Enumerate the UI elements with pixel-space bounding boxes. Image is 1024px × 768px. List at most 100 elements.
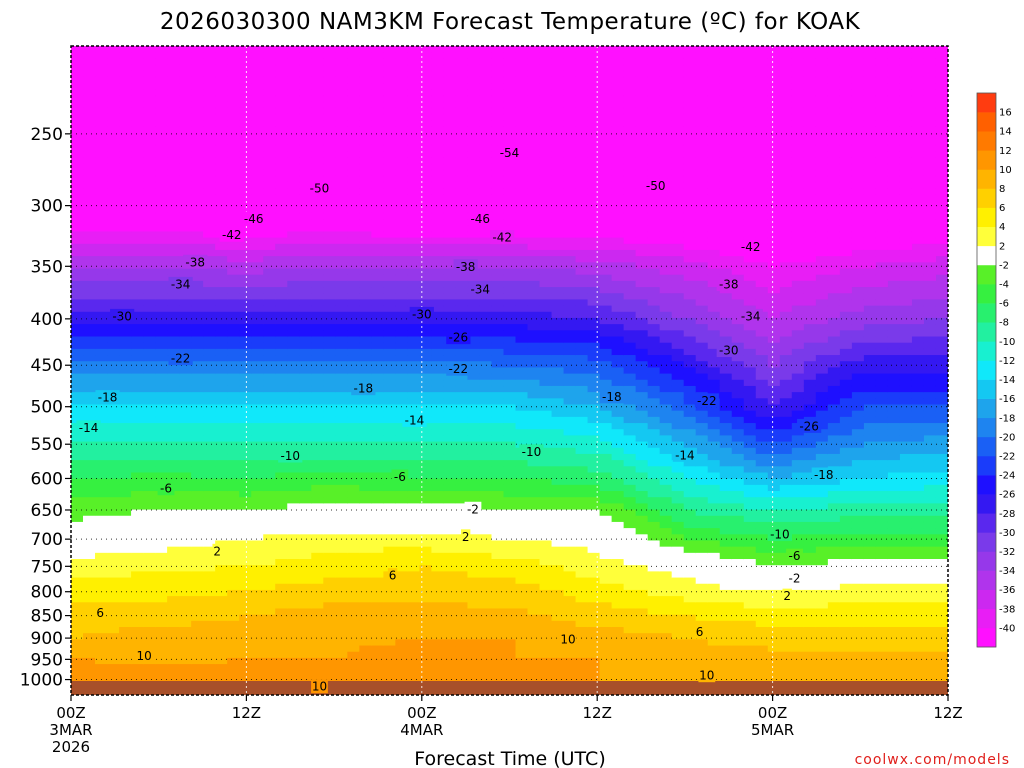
temperature-cell	[335, 268, 348, 276]
temperature-cell	[203, 639, 216, 647]
temperature-cell	[503, 398, 517, 406]
temperature-cell	[599, 200, 613, 208]
temperature-cell	[383, 188, 396, 195]
temperature-cell	[311, 107, 324, 115]
temperature-cell	[563, 404, 577, 412]
temperature-cell	[623, 447, 637, 455]
temperature-cell	[479, 528, 493, 535]
temperature-cell	[383, 447, 396, 455]
temperature-cell	[455, 181, 469, 189]
temperature-cell	[383, 157, 396, 165]
temperature-cell	[395, 83, 408, 90]
temperature-cell	[287, 83, 300, 90]
temperature-cell	[371, 212, 384, 220]
temperature-cell	[443, 46, 457, 53]
temperature-cell	[275, 540, 288, 548]
temperature-cell	[227, 299, 240, 307]
temperature-cell	[107, 509, 120, 517]
temperature-cell	[227, 472, 240, 480]
temperature-cell	[143, 416, 156, 424]
temperature-cell	[575, 608, 589, 616]
temperature-cell	[311, 132, 324, 140]
temperature-cell	[263, 324, 276, 331]
temperature-cell	[107, 633, 120, 640]
temperature-cell	[443, 614, 457, 622]
temperature-cell	[287, 113, 300, 121]
temperature-cell	[107, 559, 120, 566]
temperature-cell	[575, 398, 589, 406]
temperature-cell	[407, 342, 420, 350]
temperature-cell	[371, 342, 384, 350]
temperature-cell	[167, 311, 180, 319]
temperature-cell	[203, 212, 216, 220]
temperature-cell	[515, 552, 529, 560]
temperature-cell	[587, 620, 601, 628]
temperature-cell	[587, 460, 601, 467]
temperature-cell	[527, 423, 541, 430]
temperature-cell	[311, 589, 324, 597]
temperature-cell	[587, 633, 601, 640]
temperature-cell	[467, 515, 481, 523]
temperature-cell	[515, 429, 529, 436]
temperature-cell	[299, 515, 312, 523]
temperature-cell	[479, 336, 493, 344]
temperature-cell	[491, 633, 505, 640]
temperature-cell	[479, 157, 493, 165]
temperature-cell	[503, 256, 517, 263]
temperature-cell	[527, 466, 541, 474]
temperature-cell	[407, 447, 420, 455]
temperature-cell	[515, 76, 529, 84]
temperature-cell	[191, 188, 204, 195]
temperature-cell	[191, 429, 204, 436]
temperature-cell	[287, 324, 300, 331]
temperature-cell	[443, 212, 457, 220]
temperature-cell	[83, 466, 96, 474]
temperature-cell	[551, 484, 565, 492]
temperature-cell	[95, 670, 108, 678]
temperature-cell	[155, 379, 168, 387]
temperature-cell	[455, 163, 469, 171]
temperature-cell	[95, 664, 108, 671]
temperature-cell	[599, 423, 613, 430]
temperature-cell	[275, 138, 288, 146]
temperature-cell	[335, 274, 348, 282]
temperature-cell	[527, 651, 541, 659]
temperature-cell	[359, 589, 372, 597]
temperature-cell	[359, 305, 372, 313]
temperature-cell	[95, 311, 108, 319]
temperature-cell	[551, 404, 565, 412]
temperature-cell	[515, 651, 529, 659]
temperature-cell	[407, 144, 420, 152]
temperature-cell	[359, 46, 372, 53]
temperature-cell	[71, 237, 84, 245]
temperature-cell	[239, 348, 252, 356]
temperature-cell	[563, 466, 577, 474]
temperature-cell	[143, 107, 156, 115]
temperature-cell	[599, 361, 613, 369]
temperature-cell	[431, 676, 445, 684]
temperature-cell	[311, 268, 324, 276]
temperature-cell	[251, 231, 264, 239]
temperature-cell	[359, 188, 372, 195]
temperature-cell	[299, 324, 312, 331]
temperature-cell	[83, 404, 96, 412]
temperature-cell	[155, 571, 168, 579]
temperature-cell	[599, 231, 613, 239]
temperature-cell	[419, 379, 433, 387]
temperature-cell	[119, 46, 132, 53]
temperature-cell	[395, 212, 408, 220]
temperature-cell	[215, 429, 228, 436]
temperature-cell	[215, 416, 228, 424]
temperature-cell	[587, 546, 601, 554]
temperature-cell	[119, 670, 132, 678]
temperature-cell	[227, 484, 240, 492]
temperature-cell	[419, 76, 433, 84]
temperature-cell	[215, 243, 228, 251]
temperature-cell	[611, 515, 625, 523]
temperature-cell	[119, 453, 132, 461]
temperature-cell	[71, 651, 84, 659]
temperature-cell	[239, 423, 252, 430]
temperature-cell	[527, 515, 541, 523]
temperature-cell	[251, 503, 264, 511]
temperature-cell	[215, 620, 228, 628]
